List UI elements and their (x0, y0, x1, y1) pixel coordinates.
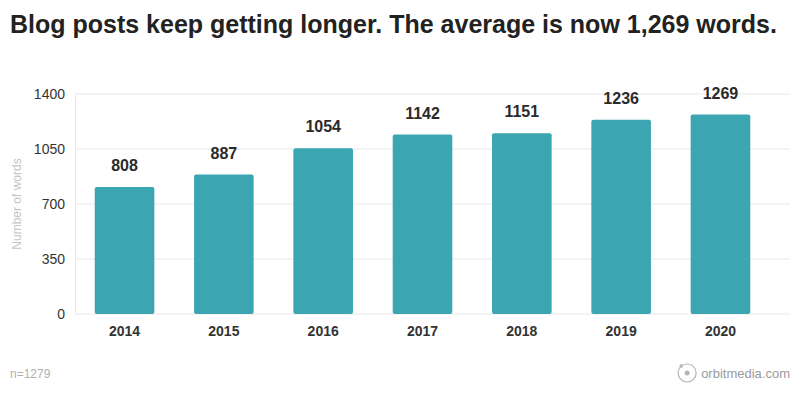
x-axis-line (56, 314, 791, 315)
bar (95, 187, 155, 314)
note: n=1279 (10, 367, 51, 381)
logo-orbit (679, 364, 683, 368)
y-axis: 0 350 700 1050 1400 (34, 86, 76, 322)
data-label: 1269 (703, 85, 739, 102)
title: Blog posts keep getting longer. The aver… (10, 10, 777, 38)
data-label: 1151 (504, 103, 539, 120)
x-tick-label: 2017 (407, 323, 438, 339)
y-tick: 350 (42, 251, 75, 267)
x-tick-label: 2020 (705, 323, 736, 339)
x-tick: 2020 (705, 314, 736, 339)
grid (75, 94, 790, 314)
y-tick: 1050 (34, 141, 75, 157)
data-label: 808 (111, 157, 138, 174)
data-label: 887 (210, 145, 237, 162)
x-tick-label: 2014 (109, 323, 140, 339)
bar (591, 120, 651, 314)
y-tick-label: 0 (57, 306, 65, 322)
x-tick: 2015 (208, 314, 239, 339)
data-label: 1142 (405, 105, 440, 122)
x-tick: 2017 (407, 314, 438, 339)
x-tick-label: 2016 (308, 323, 339, 339)
x-tick-label: 2019 (606, 323, 637, 339)
x-tick: 2019 (606, 314, 637, 339)
x-tick: 2018 (506, 314, 537, 339)
y-tick-label: 350 (42, 251, 66, 267)
bar (492, 133, 552, 314)
y-axis-title: Number of words (10, 158, 24, 249)
x-tick-label: 2015 (208, 323, 239, 339)
logo-ring (678, 364, 696, 382)
grid-line (75, 94, 790, 95)
x-tick-label: 2018 (506, 323, 537, 339)
logo (678, 364, 696, 382)
y-tick: 1400 (34, 86, 75, 102)
x-axis: 2014 2015 2016 2017 2018 2019 2020 (56, 314, 791, 339)
x-tick: 2016 (308, 314, 339, 339)
source: orbitmedia.com (701, 366, 790, 381)
logo-dot (685, 371, 690, 376)
x-tick: 2014 (109, 314, 140, 339)
bar (691, 115, 751, 314)
y-tick: 700 (42, 196, 75, 212)
data-label: 1054 (305, 118, 341, 135)
y-tick-label: 700 (42, 196, 66, 212)
bars (95, 115, 751, 314)
bar (393, 135, 453, 314)
y-tick-label: 1400 (34, 86, 65, 102)
bar (194, 175, 254, 314)
y-tick-label: 1050 (34, 141, 65, 157)
data-labels: 808 887 1054 1142 1151 1236 1269 (111, 85, 738, 174)
y-axis-line (75, 95, 76, 315)
y-tick: 0 (57, 306, 75, 322)
bar (293, 148, 353, 314)
chart: Blog posts keep getting longer. The aver… (0, 0, 800, 400)
data-label: 1236 (603, 90, 639, 107)
